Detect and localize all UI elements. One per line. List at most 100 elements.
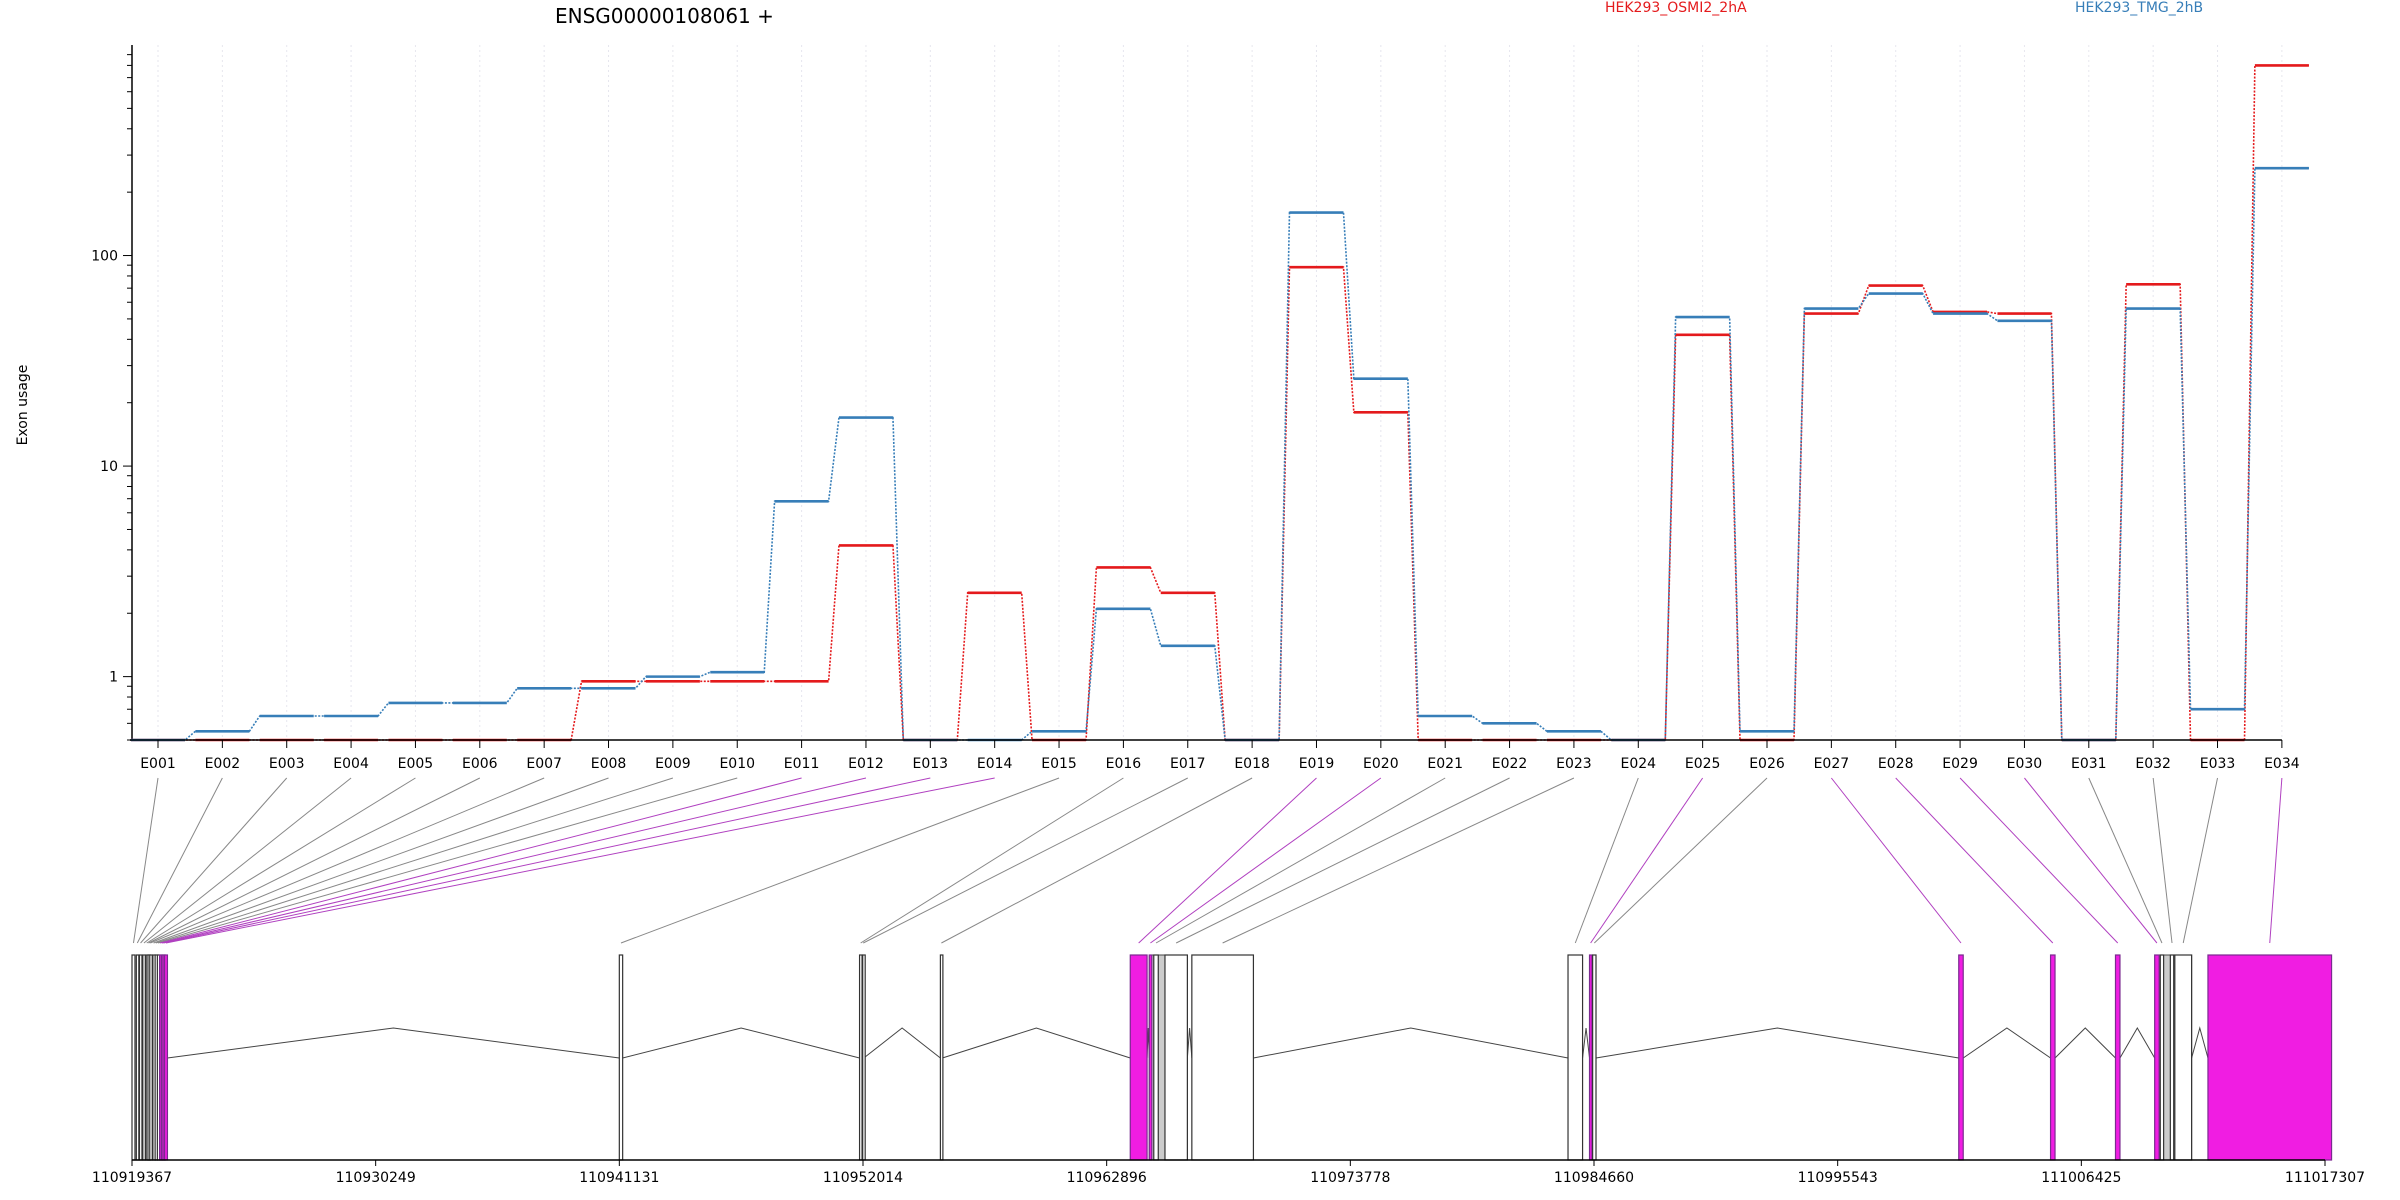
- exon-box-E030: [2154, 954, 2160, 1161]
- x-tick-label-E016: E016: [1106, 756, 1142, 772]
- x-tick-label-E033: E033: [2200, 756, 2236, 772]
- connector-E008: [153, 777, 609, 944]
- y-axis: 1 10 100: [91, 45, 133, 741]
- x-tick-label-E031: E031: [2071, 756, 2107, 772]
- x-tick-label-E034: E034: [2264, 756, 2300, 772]
- exon-box-E025: [1588, 954, 1593, 1161]
- connector-E013: [163, 777, 931, 944]
- genomic-coordinate-axis: 110919367 110930249 110941131 110952014 1109…: [92, 1159, 2365, 1186]
- intron-line: [2191, 1026, 2209, 1059]
- intron-line: [2119, 1027, 2156, 1059]
- connector-E033: [2182, 777, 2219, 944]
- x-tick-label-E004: E004: [333, 756, 369, 772]
- intron-line: [1253, 1027, 1569, 1059]
- x-tick-label-E002: E002: [205, 756, 241, 772]
- exon-box-E027: [1958, 954, 1964, 1161]
- genomic-tick-label: 110973778: [1310, 1170, 1390, 1186]
- x-tick-label-E021: E021: [1427, 756, 1463, 772]
- connector-E001: [132, 777, 159, 944]
- connector-E032: [2152, 777, 2173, 944]
- connector-E002: [136, 777, 223, 944]
- intron-line: [1595, 1027, 1959, 1059]
- x-tick-label-E019: E019: [1299, 756, 1335, 772]
- exon-connector-lines: [132, 777, 2283, 944]
- exon-box-E021: [1153, 954, 1159, 1161]
- y-tick-label: 10: [100, 459, 118, 475]
- series-lines: [130, 64, 2309, 742]
- intron-line: [863, 1027, 941, 1059]
- x-tick-label-E027: E027: [1814, 756, 1850, 772]
- connector-E028: [1895, 777, 2054, 944]
- x-tick-label-E017: E017: [1170, 756, 1206, 772]
- exon-box-E002: [135, 954, 140, 1161]
- x-tick-label-E008: E008: [591, 756, 627, 772]
- intron-line: [2054, 1027, 2116, 1059]
- exon-box-E019: [1129, 954, 1148, 1161]
- exon-box-E031: [2159, 954, 2165, 1161]
- connector-E025: [1590, 777, 1704, 944]
- exon-box-E032: [2169, 954, 2175, 1161]
- connector-E020: [1150, 777, 1382, 944]
- connector-E017: [863, 777, 1188, 944]
- exon-box-E003: [138, 954, 143, 1161]
- connector-E018: [941, 777, 1253, 944]
- vertical-gridlines: [157, 45, 2283, 740]
- x-tick-label-E001: E001: [140, 756, 176, 772]
- x-tick-label-E025: E025: [1685, 756, 1721, 772]
- connector-E015: [620, 777, 1060, 944]
- genomic-tick-label: 110919367: [92, 1170, 172, 1186]
- x-tick-label-E018: E018: [1234, 756, 1270, 772]
- genomic-tick-label: 110930249: [336, 1170, 416, 1186]
- exon-box-E016: [858, 954, 863, 1161]
- intron-line: [622, 1027, 860, 1059]
- x-tick-label-E003: E003: [269, 756, 305, 772]
- x-tick-label-E006: E006: [462, 756, 498, 772]
- connector-E022: [1175, 777, 1510, 944]
- genomic-tick-label: 110952014: [823, 1170, 903, 1186]
- exon-box-E014: [163, 954, 169, 1161]
- x-tick-label-E024: E024: [1620, 756, 1656, 772]
- x-tick-label-E011: E011: [784, 756, 820, 772]
- exon-box-E029: [2114, 954, 2121, 1161]
- genomic-tick-label: 111017307: [2285, 1170, 2365, 1186]
- exon-box-E024: [1567, 954, 1584, 1161]
- x-tick-label-E010: E010: [719, 756, 755, 772]
- exon-box-E018: [939, 954, 944, 1161]
- x-tick-label-E013: E013: [913, 756, 949, 772]
- connector-E007: [150, 777, 545, 944]
- x-tick-label-E015: E015: [1041, 756, 1077, 772]
- x-tick-label-E030: E030: [2007, 756, 2043, 772]
- legend-entry-tmg: HEK293_TMG_2hB: [2075, 0, 2203, 16]
- connector-E010: [157, 777, 738, 944]
- connector-E009: [155, 777, 674, 944]
- genomic-tick-label: 111006425: [2041, 1170, 2121, 1186]
- connector-E034: [2269, 777, 2283, 944]
- connector-E003: [140, 777, 288, 944]
- connector-E024: [1574, 777, 1639, 944]
- x-tick-label-E012: E012: [848, 756, 884, 772]
- intron-line: [942, 1027, 1131, 1059]
- exon-box-E007: [149, 954, 153, 1161]
- x-tick-label-E014: E014: [977, 756, 1013, 772]
- x-tick-label-E029: E029: [1942, 756, 1978, 772]
- chart-title: ENSG00000108061 +: [555, 4, 774, 28]
- connector-E019: [1138, 777, 1317, 944]
- exon-box-E034: [2207, 954, 2333, 1161]
- legend-entry-osmi2: HEK293_OSMI2_2hA: [1605, 0, 1747, 16]
- intron-line: [1582, 1027, 1591, 1059]
- connector-E027: [1830, 777, 1962, 944]
- x-tick-label-E028: E028: [1878, 756, 1914, 772]
- genomic-tick-label: 110941131: [579, 1170, 659, 1186]
- x-axis: E001 E002 E003 E004 E005 E006 E007 E008 E009 E010…: [130, 739, 2300, 772]
- exon-box-E015: [618, 954, 624, 1161]
- intron-line: [167, 1027, 620, 1059]
- connector-E029: [1959, 777, 2119, 944]
- intron-line: [1962, 1027, 2051, 1059]
- exon-box-E017: [862, 954, 866, 1161]
- connector-E031: [2088, 777, 2163, 944]
- connector-E021: [1155, 777, 1446, 944]
- series-line-0: [130, 64, 2309, 741]
- intron-line: [1186, 1027, 1193, 1059]
- x-tick-label-E026: E026: [1749, 756, 1785, 772]
